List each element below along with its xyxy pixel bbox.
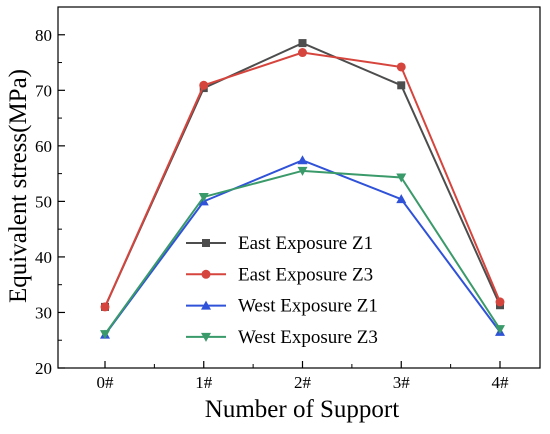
x-tick-label: 3# (393, 373, 411, 392)
legend-item: West Exposure Z3 (186, 327, 378, 348)
data-point (396, 173, 407, 183)
legend-label: East Exposure Z1 (238, 233, 373, 254)
y-tick-label: 40 (35, 248, 52, 267)
x-tick-label: 2# (294, 373, 312, 392)
legend: East Exposure Z1 East Exposure Z3 West Exp… (186, 233, 378, 348)
legend-label: West Exposure Z1 (238, 296, 378, 317)
legend-item: East Exposure Z3 (186, 264, 373, 285)
data-point (100, 330, 110, 340)
y-axis-title: Equivalent stress(MPa) (5, 69, 32, 303)
plot-frame (57, 6, 541, 369)
y-tick-label: 30 (35, 303, 52, 322)
series-layer (100, 39, 505, 340)
data-point (396, 62, 406, 72)
y-tick-label: 20 (35, 359, 52, 378)
data-point (199, 80, 209, 90)
data-point (298, 39, 307, 48)
data-point (198, 192, 209, 202)
x-tick-label: 0# (97, 373, 115, 392)
y-tick-label: 80 (35, 26, 52, 45)
data-point (201, 269, 211, 279)
data-point (297, 166, 308, 176)
data-point (396, 194, 407, 204)
data-point (495, 325, 505, 335)
data-point (298, 48, 307, 58)
y-tick-label: 50 (35, 192, 52, 211)
axes: 20 30 40 50 60 70 80 0# 1# 2# 3# 4# (35, 6, 541, 392)
data-point (397, 81, 406, 90)
legend-label: West Exposure Z3 (238, 327, 378, 348)
legend-label: East Exposure Z3 (238, 264, 373, 285)
data-point (297, 155, 308, 165)
data-point (495, 297, 505, 307)
data-point (100, 302, 110, 312)
series-group (100, 48, 505, 312)
data-point (201, 332, 211, 342)
y-tick-label: 60 (35, 137, 52, 156)
data-point (201, 300, 211, 310)
legend-item: East Exposure Z1 (186, 233, 373, 254)
y-tick-label: 70 (35, 81, 52, 100)
legend-item: West Exposure Z1 (186, 296, 378, 317)
data-point (202, 239, 210, 247)
x-tick-label: 4# (492, 373, 510, 392)
series-group (100, 166, 505, 340)
x-axis-title: Number of Support (205, 396, 399, 423)
x-tick-label: 1# (195, 373, 213, 392)
